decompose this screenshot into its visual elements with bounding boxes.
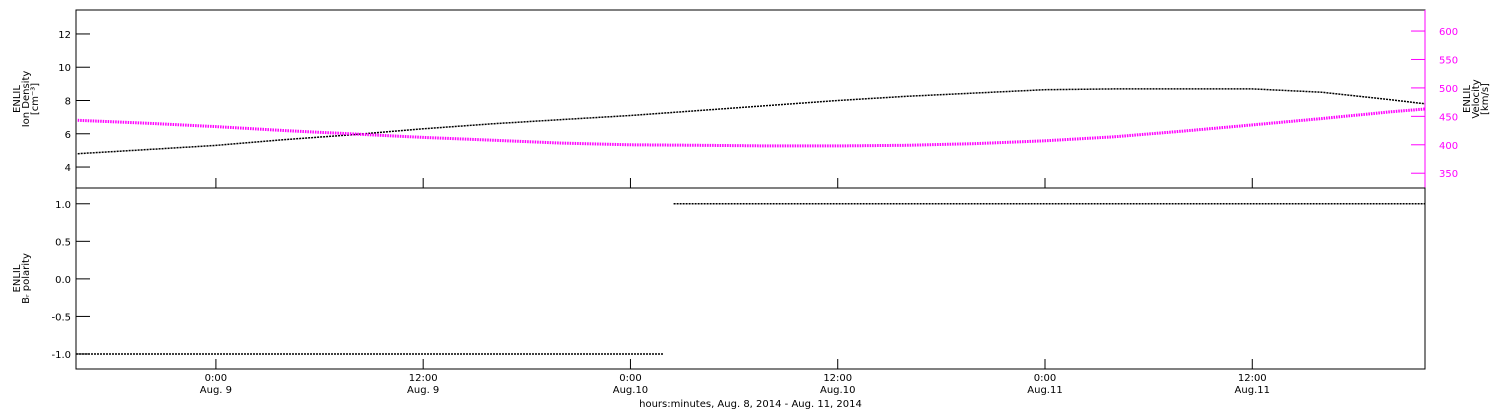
y-tick-label: 10 [58,63,71,74]
y-tick-label: 6 [65,130,71,141]
y-tick-label: -1.0 [51,350,71,361]
x-tick-label: Aug.11 [1027,385,1062,396]
x-tick-label: 12:00 [1238,373,1267,384]
x-tick-label: 0:00 [1034,373,1056,384]
y2-tick-label: 600 [1439,27,1458,38]
plot-frame [75,187,1426,370]
x-tick-label: Aug.11 [1235,385,1270,396]
y2-tick-label: 350 [1439,169,1458,180]
y-axis-label: ENLIL [12,264,23,292]
y-tick-label: 12 [58,30,71,41]
data-line [76,203,1425,355]
y-axis-label: [cm⁻³] [30,83,41,115]
plot-frame [75,9,1426,189]
y-axis-label: ENLIL [12,85,23,113]
x-tick-label: Aug.10 [613,385,648,396]
x-tick-label: Aug. 9 [200,385,232,396]
y2-tick-label: 550 [1439,55,1458,66]
y-tick-label: 0.0 [55,275,71,286]
y2-tick-label: 500 [1439,84,1458,95]
y-axis-label: Bᵣ polarity [21,253,32,304]
y-tick-label: -0.5 [51,312,71,323]
x-tick-label: 12:00 [823,373,852,384]
y-axis-label: Ion Density [21,71,32,128]
x-tick-label: 0:00 [619,373,641,384]
y2-axis-label: [km/s] [1480,83,1491,115]
x-tick-label: Aug. 9 [407,385,439,396]
y-tick-label: 1.0 [55,200,71,211]
x-axis-label: hours:minutes, Aug. 8, 2014 - Aug. 11, 2… [639,399,862,410]
y-tick-label: 4 [65,163,71,174]
y2-tick-label: 450 [1439,112,1458,123]
y2-axis-label: ENLIL [1462,85,1473,113]
x-tick-label: 12:00 [409,373,438,384]
y2-axis-label: Velocity [1471,79,1482,118]
x-tick-label: 0:00 [205,373,227,384]
y-tick-label: 8 [65,96,71,107]
x-tick-label: Aug.10 [820,385,855,396]
y-tick-label: 0.5 [55,237,71,248]
data-line [77,88,1426,155]
data-line [77,107,1426,148]
y2-tick-label: 400 [1439,141,1458,152]
